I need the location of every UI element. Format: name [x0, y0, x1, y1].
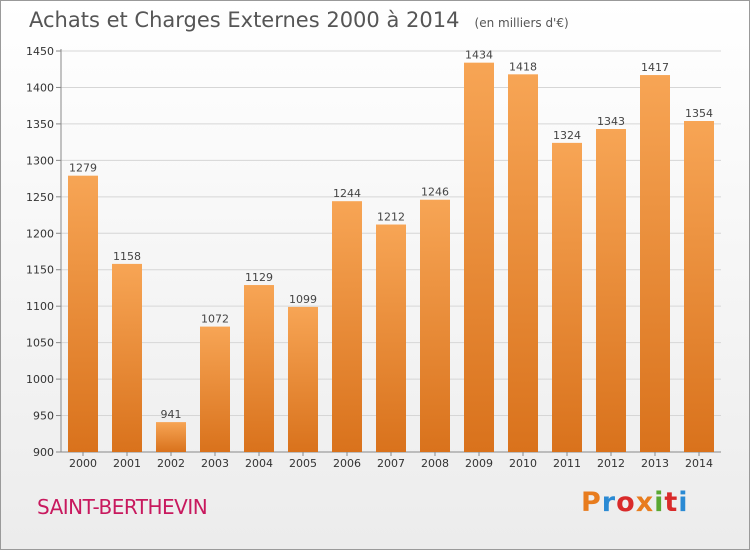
x-tick-label-2013: 2013	[641, 457, 669, 470]
bar-2008[interactable]	[420, 199, 450, 452]
x-tick-label-2000: 2000	[69, 457, 97, 470]
y-tick-label: 1100	[26, 300, 54, 313]
y-tick-label: 1300	[26, 154, 54, 167]
bar-2005[interactable]	[288, 306, 318, 452]
bar-2004[interactable]	[244, 285, 274, 452]
data-label-2001: 1158	[113, 250, 141, 263]
data-label-2003: 1072	[201, 313, 229, 326]
x-tick-label-2006: 2006	[333, 457, 361, 470]
bars	[68, 62, 714, 453]
x-tick-label-2010: 2010	[509, 457, 537, 470]
logo-letter: o	[616, 487, 636, 518]
data-label-2009: 1434	[465, 49, 493, 62]
title-row: Achats et Charges Externes 2000 à 2014 (…	[29, 8, 569, 32]
data-label-2013: 1417	[641, 61, 669, 74]
bar-2007[interactable]	[376, 224, 406, 452]
y-tick-label: 1350	[26, 118, 54, 131]
x-tick-label-2005: 2005	[289, 457, 317, 470]
x-tick-label-2012: 2012	[597, 457, 625, 470]
y-tick-label: 1000	[26, 373, 54, 386]
x-tick-label-2003: 2003	[201, 457, 229, 470]
x-tick-label-2008: 2008	[421, 457, 449, 470]
bar-2013[interactable]	[640, 75, 670, 452]
data-label-2011: 1324	[553, 129, 581, 142]
commune-name: SAINT-BERTHEVIN	[37, 495, 208, 519]
logo-letter: r	[601, 487, 617, 518]
bar-2014[interactable]	[684, 120, 714, 452]
bar-2001[interactable]	[112, 263, 142, 452]
logo-letter: P	[581, 487, 602, 518]
logo-letter: x	[635, 487, 655, 518]
data-label-2000: 1279	[69, 162, 97, 175]
bar-2002[interactable]	[156, 422, 186, 452]
bar-2000[interactable]	[68, 175, 98, 452]
data-label-2005: 1099	[289, 293, 317, 306]
x-tick-label-2007: 2007	[377, 457, 405, 470]
x-tick-label-2004: 2004	[245, 457, 273, 470]
data-label-2012: 1343	[597, 115, 625, 128]
data-label-2008: 1246	[421, 186, 449, 199]
logo-letter: i	[654, 487, 665, 518]
bar-2003[interactable]	[200, 326, 230, 452]
data-label-2002: 941	[161, 408, 182, 421]
x-tick-label-2002: 2002	[157, 457, 185, 470]
chart-title: Achats et Charges Externes 2000 à 2014	[29, 8, 460, 32]
proxiti-logo[interactable]: Proxiti	[581, 487, 689, 518]
chart-unit-label: (en milliers d'€)	[474, 16, 569, 30]
data-label-2014: 1354	[685, 107, 713, 120]
bar-2011[interactable]	[552, 142, 582, 452]
y-tick-label: 1200	[26, 227, 54, 240]
bar-2012[interactable]	[596, 129, 626, 452]
data-label-2010: 1418	[509, 60, 537, 73]
y-tick-label: 1150	[26, 264, 54, 277]
y-tick-label: 900	[33, 446, 54, 459]
data-label-2006: 1244	[333, 187, 361, 200]
y-tick-label: 1050	[26, 337, 54, 350]
bar-2006[interactable]	[332, 201, 362, 452]
data-labels: 1279 1158 941 1072 1129 1099 1244 1212 1246 1434 1…	[69, 49, 713, 421]
y-tick-label: 1400	[26, 81, 54, 94]
x-tick-label-2001: 2001	[113, 457, 141, 470]
x-tick-label-2014: 2014	[685, 457, 713, 470]
bar-2009[interactable]	[464, 62, 494, 452]
data-label-2004: 1129	[245, 271, 273, 284]
y-tick-label: 950	[33, 410, 54, 423]
data-label-2007: 1212	[377, 211, 405, 224]
bar-2010[interactable]	[508, 74, 538, 453]
x-tick-label-2011: 2011	[553, 457, 581, 470]
y-tick-label: 1250	[26, 191, 54, 204]
logo-letter: i	[678, 487, 689, 518]
logo-letter: t	[664, 487, 679, 518]
y-tick-label: 1450	[26, 45, 54, 58]
x-tick-label-2009: 2009	[465, 457, 493, 470]
